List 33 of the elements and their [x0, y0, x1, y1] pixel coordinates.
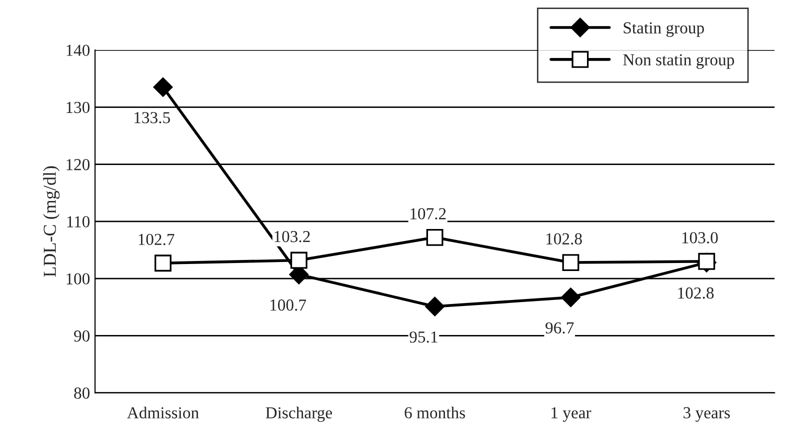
y-tick-label: 80 [74, 388, 90, 399]
point [290, 252, 308, 269]
y-axis-title: LDL-C (mg/dl) [43, 166, 60, 277]
data-label: 133.5 [134, 112, 170, 124]
point [153, 77, 173, 97]
x-tick-label: Discharge [266, 406, 332, 422]
legend-label: Non statin group [623, 54, 734, 69]
data-label: 95.1 [410, 331, 438, 343]
point [154, 254, 172, 272]
data-label: 102.8 [678, 287, 714, 299]
y-tick-label: 100 [66, 273, 90, 284]
y-tick-label: 140 [66, 44, 90, 56]
data-label: 102.7 [138, 234, 174, 246]
x-tick-label: 3 years [684, 407, 730, 422]
y-tick-label: 120 [66, 158, 90, 170]
point [698, 252, 716, 270]
data-label: 96.7 [546, 322, 574, 334]
y-tick-label: 90 [74, 330, 90, 342]
data-label: 100.7 [270, 299, 306, 311]
legend-label: Statin group [624, 22, 704, 37]
x-tick-label: 1 year [552, 407, 592, 422]
x-tick-label: Admission [127, 406, 199, 418]
data-label: 102.8 [546, 233, 582, 245]
y-tick-label: 130 [66, 102, 90, 114]
point [425, 296, 444, 316]
point [562, 254, 580, 272]
data-label: 103.0 [682, 232, 718, 244]
y-tick-label: 110 [67, 216, 90, 228]
point [426, 228, 444, 246]
point [561, 288, 580, 308]
data-label: 103.2 [274, 230, 310, 242]
data-label: 107.2 [410, 208, 446, 220]
x-tick-label: 6 months [404, 406, 465, 418]
